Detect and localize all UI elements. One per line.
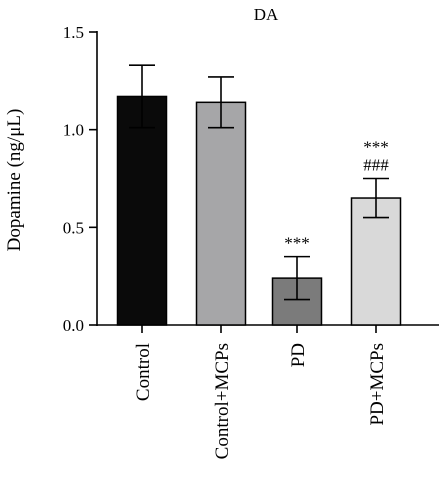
significance-annotation: *** xyxy=(363,138,389,157)
significance-annotation: ### xyxy=(363,156,389,175)
significance-annotation: *** xyxy=(284,234,310,253)
annotations-group: ******### xyxy=(284,138,389,253)
chart-title: DA xyxy=(254,5,279,24)
x-category-label: Control+MCPs xyxy=(212,343,233,459)
bar xyxy=(116,95,168,326)
x-category-label: PD+MCPs xyxy=(367,343,388,426)
y-ticks-group: 0.0 0.5 1.0 1.5 xyxy=(63,23,97,335)
y-axis-label: Dopamine (ng/μL) xyxy=(4,109,25,252)
x-labels-group: Control Control+MCPs PD PD+MCPs xyxy=(133,325,388,459)
y-tick-label: 1.5 xyxy=(63,23,84,42)
y-tick-label: 1.0 xyxy=(63,121,84,140)
x-category-label: PD xyxy=(288,343,309,367)
y-tick-label: 0.5 xyxy=(63,218,84,237)
error-bars-group xyxy=(129,64,389,301)
bars-group xyxy=(116,95,402,326)
x-category-label: Control xyxy=(133,343,154,401)
y-tick-label: 0.0 xyxy=(63,316,84,335)
bar xyxy=(195,101,247,326)
